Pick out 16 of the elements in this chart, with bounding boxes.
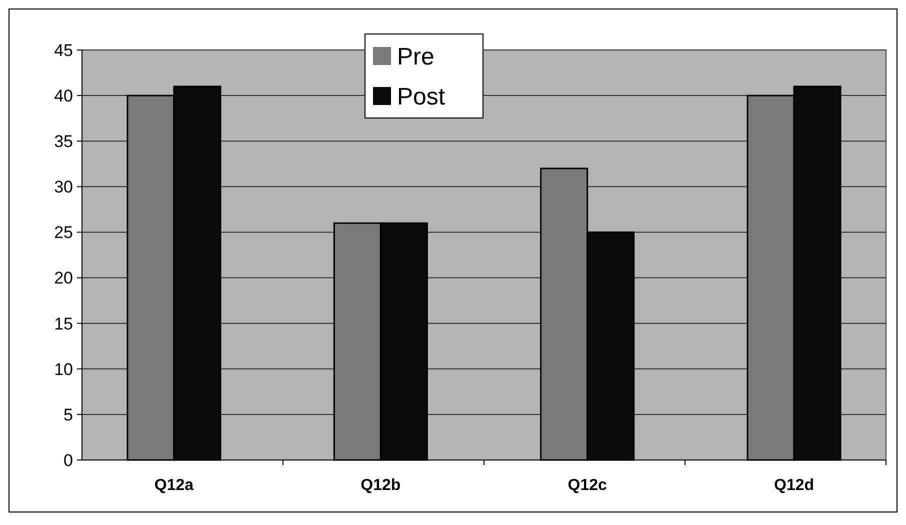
- y-tick-label: 20: [54, 268, 73, 288]
- legend-label: Post: [397, 83, 446, 110]
- y-tick-label: 25: [54, 223, 73, 242]
- y-tick-label: 35: [54, 132, 73, 152]
- x-tick-label: Q12b: [360, 477, 401, 494]
- y-tick-label: 15: [54, 314, 73, 334]
- y-tick-label: 45: [54, 40, 73, 60]
- y-tick-label: 10: [54, 360, 73, 379]
- y-tick-label: 40: [54, 86, 73, 106]
- y-tick-label: 5: [64, 405, 73, 424]
- y-tick-label: 30: [54, 178, 73, 197]
- x-tick-label: Q12c: [568, 477, 608, 494]
- x-tick-label: Q12d: [774, 477, 814, 494]
- y-tick-label: 0: [64, 450, 73, 470]
- legend-label: Pre: [397, 43, 434, 70]
- x-tick-label: Q12a: [154, 477, 194, 494]
